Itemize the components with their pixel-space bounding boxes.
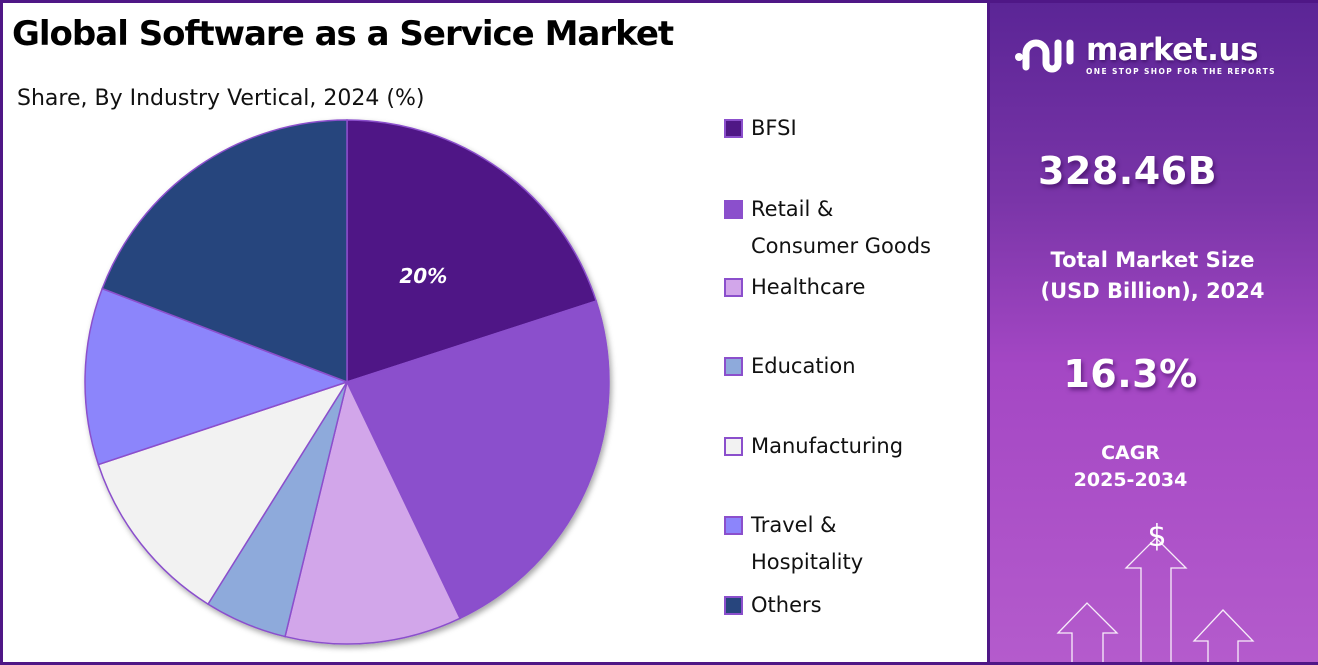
legend-swatch <box>724 357 743 376</box>
legend-label: Retail & Consumer Goods <box>751 197 931 258</box>
chart-legend: BFSI Retail & Consumer Goods Healthcare Educ… <box>724 0 986 665</box>
legend-swatch <box>724 516 743 535</box>
pie-slice-manufacturing[interactable] <box>97 380 349 606</box>
legend-item[interactable]: Travel & Hospitality <box>724 511 863 581</box>
pie-data-labels: 20% <box>399 264 447 288</box>
dollar-growth-arrows-icon: $ <box>1056 519 1255 662</box>
chart-subtitle: Share, By Industry Vertical, 2024 (%) <box>17 86 425 111</box>
legend-swatch <box>724 119 743 138</box>
pie-slice-healthcare[interactable] <box>284 379 462 645</box>
legend-swatch <box>724 596 743 615</box>
cagr-value: 16.3% <box>1063 352 1198 396</box>
pie-data-label: 20% <box>399 264 447 288</box>
cagr-label: CAGR <box>1101 442 1160 464</box>
dollar-icon: $ <box>1147 519 1166 554</box>
legend-label: Healthcare <box>751 275 866 299</box>
market-size-value: 328.46B <box>1037 149 1218 193</box>
legend-item[interactable]: Manufacturing <box>724 432 903 465</box>
legend-label: BFSI <box>751 116 797 140</box>
pie-slice-bfsi[interactable] <box>346 119 598 384</box>
arrow-center-icon <box>1124 537 1188 662</box>
legend-item[interactable]: Others <box>724 591 822 624</box>
legend-swatch <box>724 437 743 456</box>
pie-slices <box>84 119 610 645</box>
summary-sidebar: market.us ONE STOP SHOP FOR THE REPORTS … <box>987 0 1318 665</box>
cagr-period: 2025-2034 <box>1073 469 1188 491</box>
brand-tagline: ONE STOP SHOP FOR THE REPORTS <box>1086 66 1276 76</box>
market-size-label-line1: Total Market Size <box>1050 248 1255 272</box>
legend-label: Travel & Hospitality <box>751 513 864 574</box>
legend-item[interactable]: Education <box>724 352 856 385</box>
pie-slice-others[interactable] <box>101 119 348 384</box>
legend-item[interactable]: Retail & Consumer Goods <box>724 195 931 265</box>
chart-title: Global Software as a Service Market <box>12 14 674 54</box>
chart-panel: Global Software as a Service Market Shar… <box>12 0 986 665</box>
pie-slice-retail-consumer-goods[interactable] <box>345 300 610 620</box>
arrow-left-icon <box>1056 602 1119 662</box>
arrow-right-icon <box>1192 609 1255 662</box>
brand-logo[interactable]: market.us ONE STOP SHOP FOR THE REPORTS <box>1014 33 1276 77</box>
pie-slice-travel-hospitality[interactable] <box>84 287 350 466</box>
legend-swatch <box>724 200 743 219</box>
legend-item[interactable]: Healthcare <box>724 273 865 306</box>
market-us-logo-icon <box>1015 39 1074 73</box>
legend-label: Education <box>751 354 856 378</box>
market-size-label-line2: (USD Billion), 2024 <box>1040 279 1265 303</box>
pie-chart: 20% <box>84 119 610 645</box>
legend-item[interactable]: BFSI <box>724 114 797 147</box>
legend-label: Manufacturing <box>751 434 904 458</box>
legend-swatch <box>724 278 743 297</box>
legend-label: Others <box>751 593 822 617</box>
brand-name: market.us <box>1086 31 1258 68</box>
